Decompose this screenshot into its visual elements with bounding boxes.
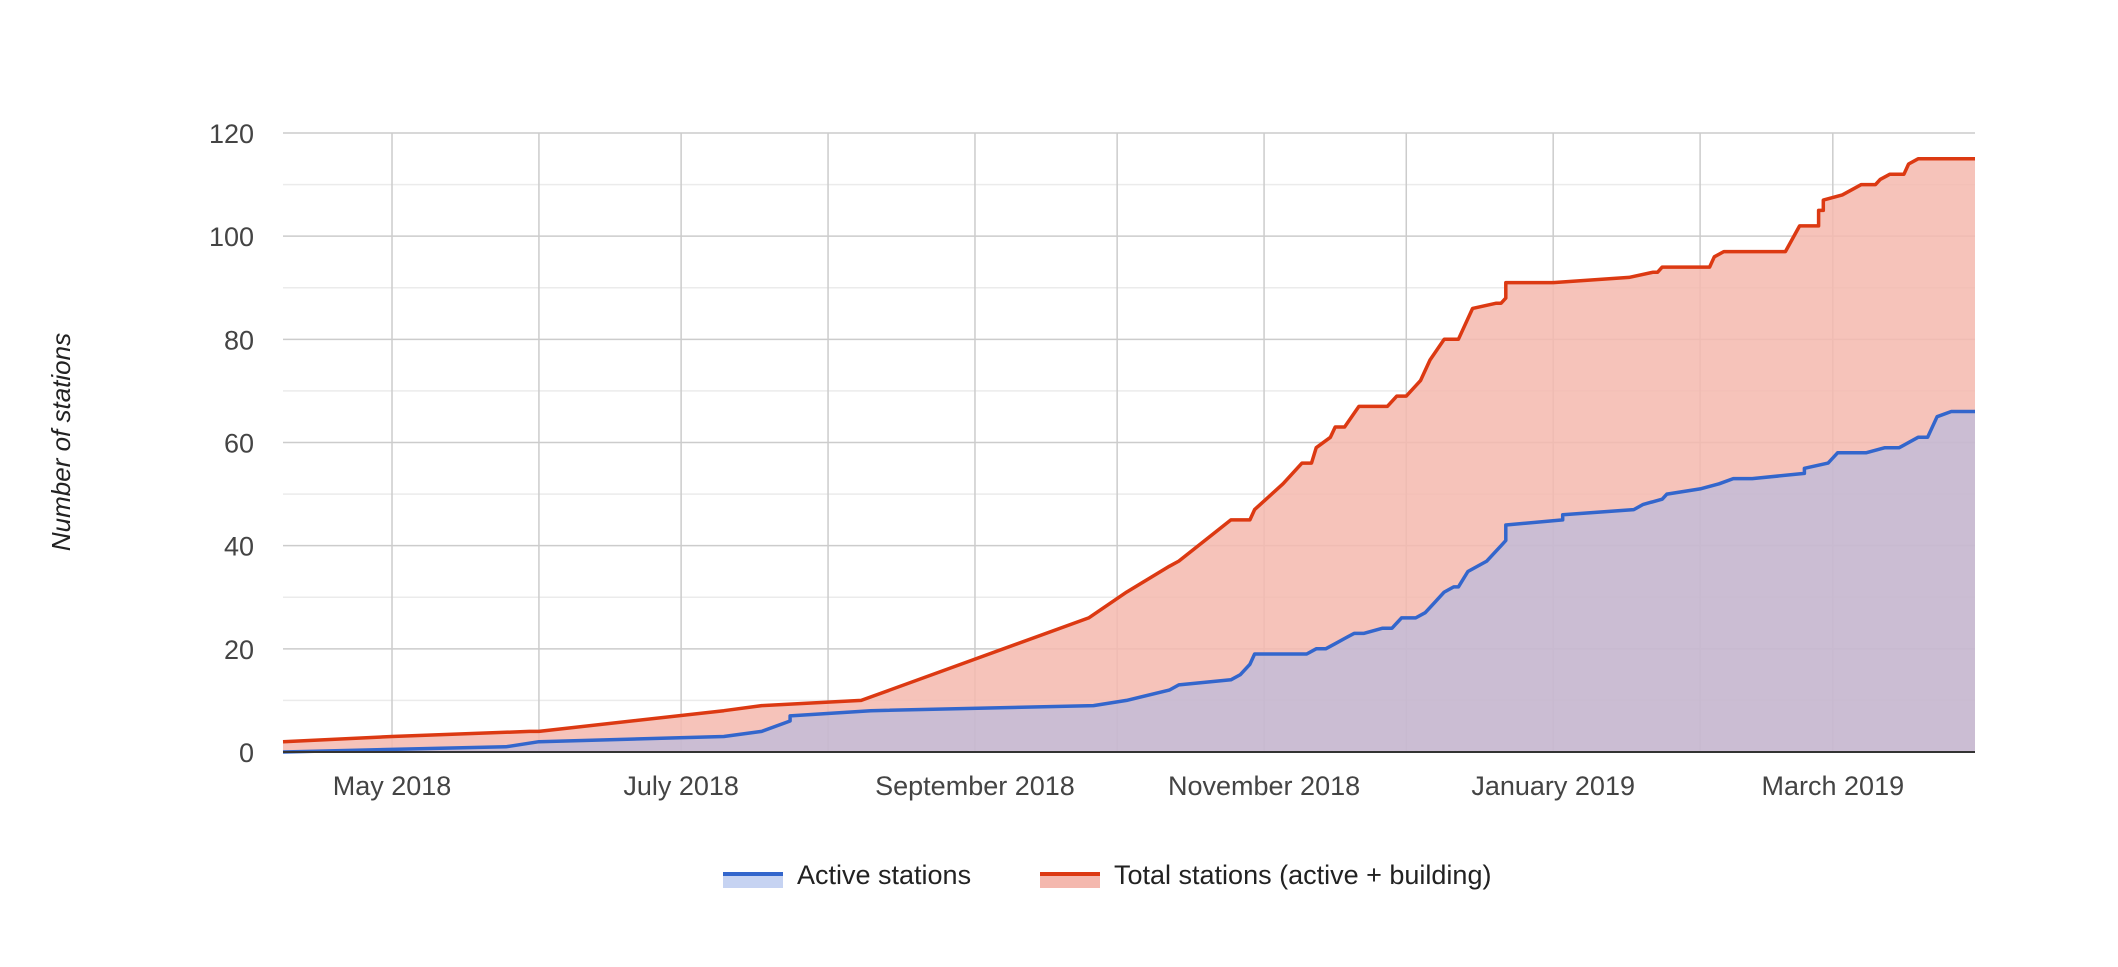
x-tick-label: November 2018 [1168, 771, 1360, 801]
y-tick-label: 120 [209, 119, 254, 149]
y-tick-label: 100 [209, 222, 254, 252]
legend-item-active[interactable]: Active stations [723, 860, 971, 890]
area-active-stations [283, 411, 1975, 752]
x-tick-labels: May 2018 July 2018 September 2018 November … [333, 771, 1904, 801]
legend-item-total[interactable]: Total stations (active + building) [1040, 860, 1491, 890]
y-tick-labels: 0 20 40 60 80 100 120 [209, 119, 254, 768]
area-layer [283, 158, 1975, 753]
x-tick-label: March 2019 [1762, 771, 1905, 801]
y-tick-label: 40 [224, 532, 254, 562]
x-tick-label: July 2018 [623, 771, 739, 801]
y-tick-label: 60 [224, 429, 254, 459]
y-tick-label: 80 [224, 325, 254, 355]
x-tick-label: May 2018 [333, 771, 452, 801]
legend-label-active: Active stations [797, 860, 971, 890]
line-layer [282, 157, 1975, 754]
legend-label-total: Total stations (active + building) [1114, 860, 1491, 890]
line-active-stations[interactable] [282, 409, 1975, 754]
legend-swatch-active-fill [723, 874, 783, 888]
x-tick-label: January 2019 [1471, 771, 1635, 801]
y-axis-title: Number of stations [46, 333, 76, 551]
line-total-stations[interactable] [282, 157, 1975, 744]
x-tick-label: September 2018 [875, 771, 1075, 801]
y-tick-label: 0 [239, 738, 254, 768]
y-tick-label: 20 [224, 635, 254, 665]
legend-swatch-total-fill [1040, 874, 1100, 888]
legend[interactable]: Active stations Total stations (active +… [723, 860, 1491, 890]
